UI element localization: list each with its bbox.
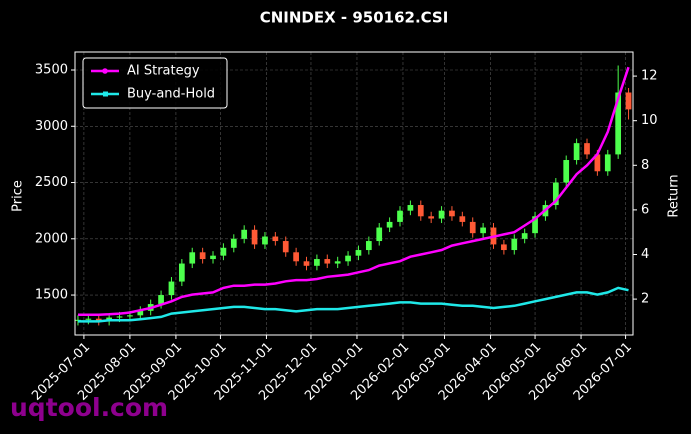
y2-tick-label: 12 [641,69,658,84]
y2-tick-label: 10 [641,113,658,128]
candle-body [417,205,424,217]
candle-body [272,236,279,242]
chart-title: CNINDEX - 950162.CSI [260,9,449,27]
candle-body [95,318,102,321]
candle-body [168,281,175,296]
y-axis-label: Price [11,180,26,212]
candle-body [303,261,310,266]
candle-body [532,216,538,234]
candle-body [376,227,383,242]
candle-body [345,255,351,262]
candle-body [189,252,196,264]
candle-body [127,315,133,317]
candle-body [604,154,611,172]
candle-body [85,318,92,320]
candle-body [158,295,164,305]
legend-label: Buy-and-Hold [127,87,215,102]
candle-body [178,263,185,282]
candle-body [407,205,414,211]
watermark: uqtool.com [10,393,168,422]
candle-body [355,250,362,256]
candle-body [584,143,590,155]
candle-body [521,233,528,239]
y2-tick-label: 4 [641,247,649,262]
plot-frame [74,51,634,336]
candle-body [480,227,486,234]
candle-body [625,92,632,110]
candle-body [438,210,445,219]
candle-body [282,241,289,253]
legend-label: AI Strategy [127,64,200,79]
candle-body [459,216,466,222]
legend-marker [102,68,108,74]
y-tick-label: 2500 [35,175,68,190]
candle-body [293,252,299,262]
y-tick-label: 3500 [35,63,68,78]
candle-body [365,241,372,251]
candle-body [334,261,341,264]
candle-body [563,160,570,183]
candle-body [75,319,81,321]
candle-body [251,229,258,245]
y-tick-label: 2000 [35,231,68,246]
line-series [78,66,630,316]
candle-body [552,182,559,206]
candle-body [501,244,507,251]
candle-body [116,316,123,318]
y2-axis-label: Return [667,174,682,217]
candle-body [594,154,601,172]
candle-body [137,310,144,316]
y2-tick-label: 2 [641,292,649,307]
candle-body [573,143,580,161]
candle-body [469,221,476,234]
candle-body [230,238,237,248]
y2-tick-label: 6 [641,202,649,217]
candle-body [241,229,248,239]
candle-body [314,259,320,266]
candle-body [220,247,227,256]
candle-body [262,236,268,245]
candle-body [199,252,206,260]
candle-body [449,210,455,217]
y2-tick-label: 8 [641,158,649,173]
y-tick-label: 1500 [35,288,68,303]
candle-body [615,92,622,155]
y-tick-label: 3000 [35,119,68,134]
candle-body [511,238,518,251]
line-series [78,286,629,323]
candle-body [428,216,435,219]
candle-body [386,221,393,228]
candle-body [324,259,331,264]
candle-body [210,255,216,260]
candle-body [397,210,403,222]
legend-marker [103,91,108,97]
